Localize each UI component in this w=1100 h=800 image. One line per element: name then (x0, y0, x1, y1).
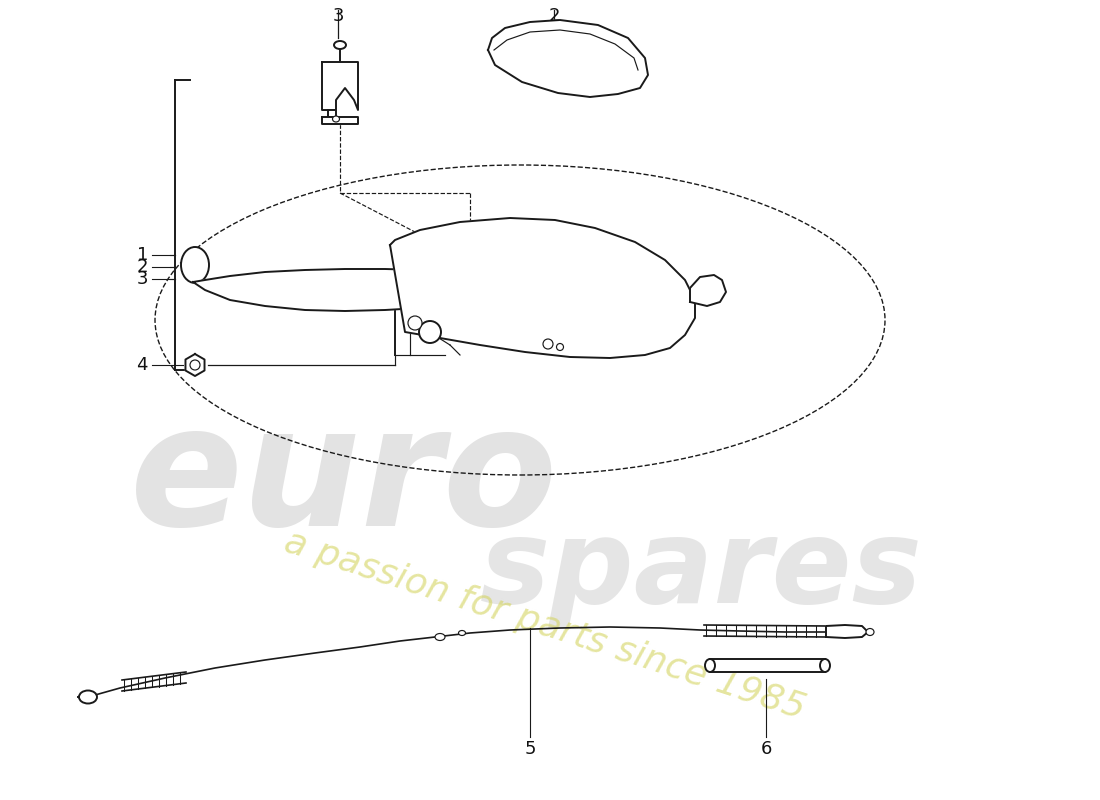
Text: 2: 2 (136, 258, 149, 276)
Polygon shape (322, 117, 358, 124)
Polygon shape (488, 20, 648, 97)
Ellipse shape (182, 247, 209, 283)
Ellipse shape (419, 321, 441, 343)
Ellipse shape (79, 690, 97, 703)
Polygon shape (186, 354, 205, 376)
Polygon shape (710, 659, 825, 672)
Ellipse shape (820, 659, 830, 672)
Ellipse shape (543, 339, 553, 349)
Ellipse shape (334, 41, 346, 49)
Ellipse shape (557, 343, 563, 350)
Polygon shape (390, 218, 695, 358)
Text: 3: 3 (332, 7, 343, 25)
Text: euro: euro (130, 398, 558, 562)
Ellipse shape (190, 360, 200, 370)
Ellipse shape (705, 659, 715, 672)
Text: 5: 5 (525, 740, 536, 758)
Text: 4: 4 (136, 356, 149, 374)
Polygon shape (322, 62, 358, 110)
Text: 3: 3 (136, 270, 149, 288)
Text: 2: 2 (548, 7, 560, 25)
Polygon shape (328, 110, 336, 117)
Ellipse shape (459, 630, 465, 635)
Text: 6: 6 (760, 740, 772, 758)
Ellipse shape (408, 316, 422, 330)
Polygon shape (826, 625, 868, 638)
Text: a passion for parts since 1985: a passion for parts since 1985 (280, 525, 810, 726)
Text: 1: 1 (136, 246, 149, 264)
Polygon shape (690, 275, 726, 306)
Ellipse shape (434, 634, 446, 641)
Text: spares: spares (480, 513, 923, 627)
Ellipse shape (866, 629, 874, 635)
Polygon shape (192, 269, 470, 311)
Ellipse shape (332, 116, 340, 122)
